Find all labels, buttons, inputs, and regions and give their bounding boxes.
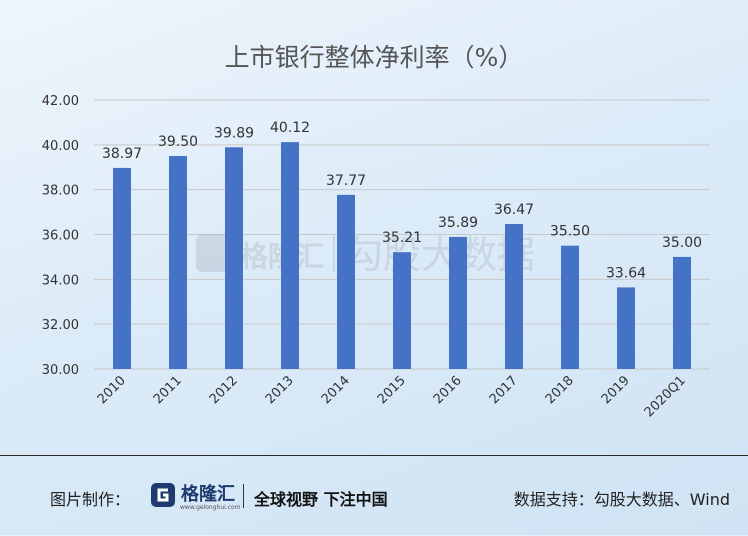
bars (113, 142, 691, 369)
bar-chart: 上市银行整体净利率（%） 30.00 32.00 34.00 36.00 38.00 40… (42, 43, 710, 420)
gelonghui-logo-icon (151, 483, 175, 507)
y-tick-label: 40.00 (42, 139, 79, 154)
footer-divider (243, 484, 244, 508)
data-label: 35.50 (550, 224, 590, 240)
x-tick-label: 2012 (207, 373, 241, 407)
y-tick-label: 34.00 (42, 273, 79, 288)
made-by-label: 图片制作： (50, 490, 131, 509)
x-tick-label: 2018 (543, 373, 577, 407)
bar (617, 287, 635, 369)
watermark: 格隆汇 勾股大数据 (196, 233, 535, 277)
data-label: 39.89 (214, 125, 254, 141)
x-axis: 2010 2011 2012 2013 2014 2015 2016 2017 2018 2019… (95, 373, 689, 420)
x-tick-label: 2020Q1 (642, 373, 689, 420)
logo-url: www.gelonghui.com (180, 504, 241, 511)
data-source: 数据支持：勾股大数据、Wind (513, 490, 730, 509)
x-tick-label: 2015 (375, 373, 409, 407)
data-label: 39.50 (158, 134, 198, 150)
data-label: 38.97 (102, 146, 142, 162)
watermark-divider (333, 236, 335, 272)
bar (673, 256, 691, 369)
y-axis: 30.00 32.00 34.00 36.00 38.00 40.00 42.00 (42, 94, 79, 378)
x-tick-label: 2011 (151, 373, 185, 407)
data-label: 35.89 (438, 215, 478, 231)
data-labels: 38.97 39.50 39.89 40.12 37.77 35.21 35.89 36.47… (102, 120, 702, 281)
y-tick-label: 32.00 (42, 318, 79, 333)
bar (281, 142, 299, 369)
footer-logo[interactable]: 格隆汇 www.gelonghui.com (150, 482, 241, 511)
data-label: 35.21 (382, 230, 422, 246)
watermark-text: 勾股大数据 (345, 233, 535, 277)
y-tick-label: 30.00 (42, 363, 79, 378)
chart-title: 上市银行整体净利率（%） (225, 43, 524, 72)
bar (169, 156, 187, 369)
bar (337, 194, 355, 369)
y-tick-label: 36.00 (42, 229, 79, 244)
y-tick-label: 38.00 (42, 184, 79, 199)
data-label: 33.64 (606, 265, 646, 281)
logo-text: 格隆汇 (181, 484, 235, 505)
watermark-logo-icon (196, 234, 234, 272)
bar (225, 147, 243, 369)
bar (113, 167, 131, 369)
x-tick-label: 2013 (263, 373, 297, 407)
bar (505, 223, 523, 369)
data-label: 40.12 (270, 120, 310, 136)
data-label: 36.47 (494, 202, 534, 218)
x-tick-label: 2010 (95, 373, 129, 407)
x-tick-label: 2017 (487, 373, 521, 407)
data-label: 35.00 (662, 235, 702, 251)
bar (449, 236, 467, 369)
y-tick-label: 42.00 (42, 94, 79, 109)
x-tick-label: 2014 (319, 373, 353, 407)
footer: 图片制作： 格隆汇 www.gelonghui.com 全球视野 下注中国 数据… (0, 455, 748, 536)
x-tick-label: 2016 (431, 373, 465, 407)
bar (561, 245, 579, 369)
bar (393, 252, 411, 369)
data-label: 37.77 (326, 173, 366, 189)
slogan: 全球视野 下注中国 (254, 490, 388, 509)
x-tick-label: 2019 (599, 373, 633, 407)
